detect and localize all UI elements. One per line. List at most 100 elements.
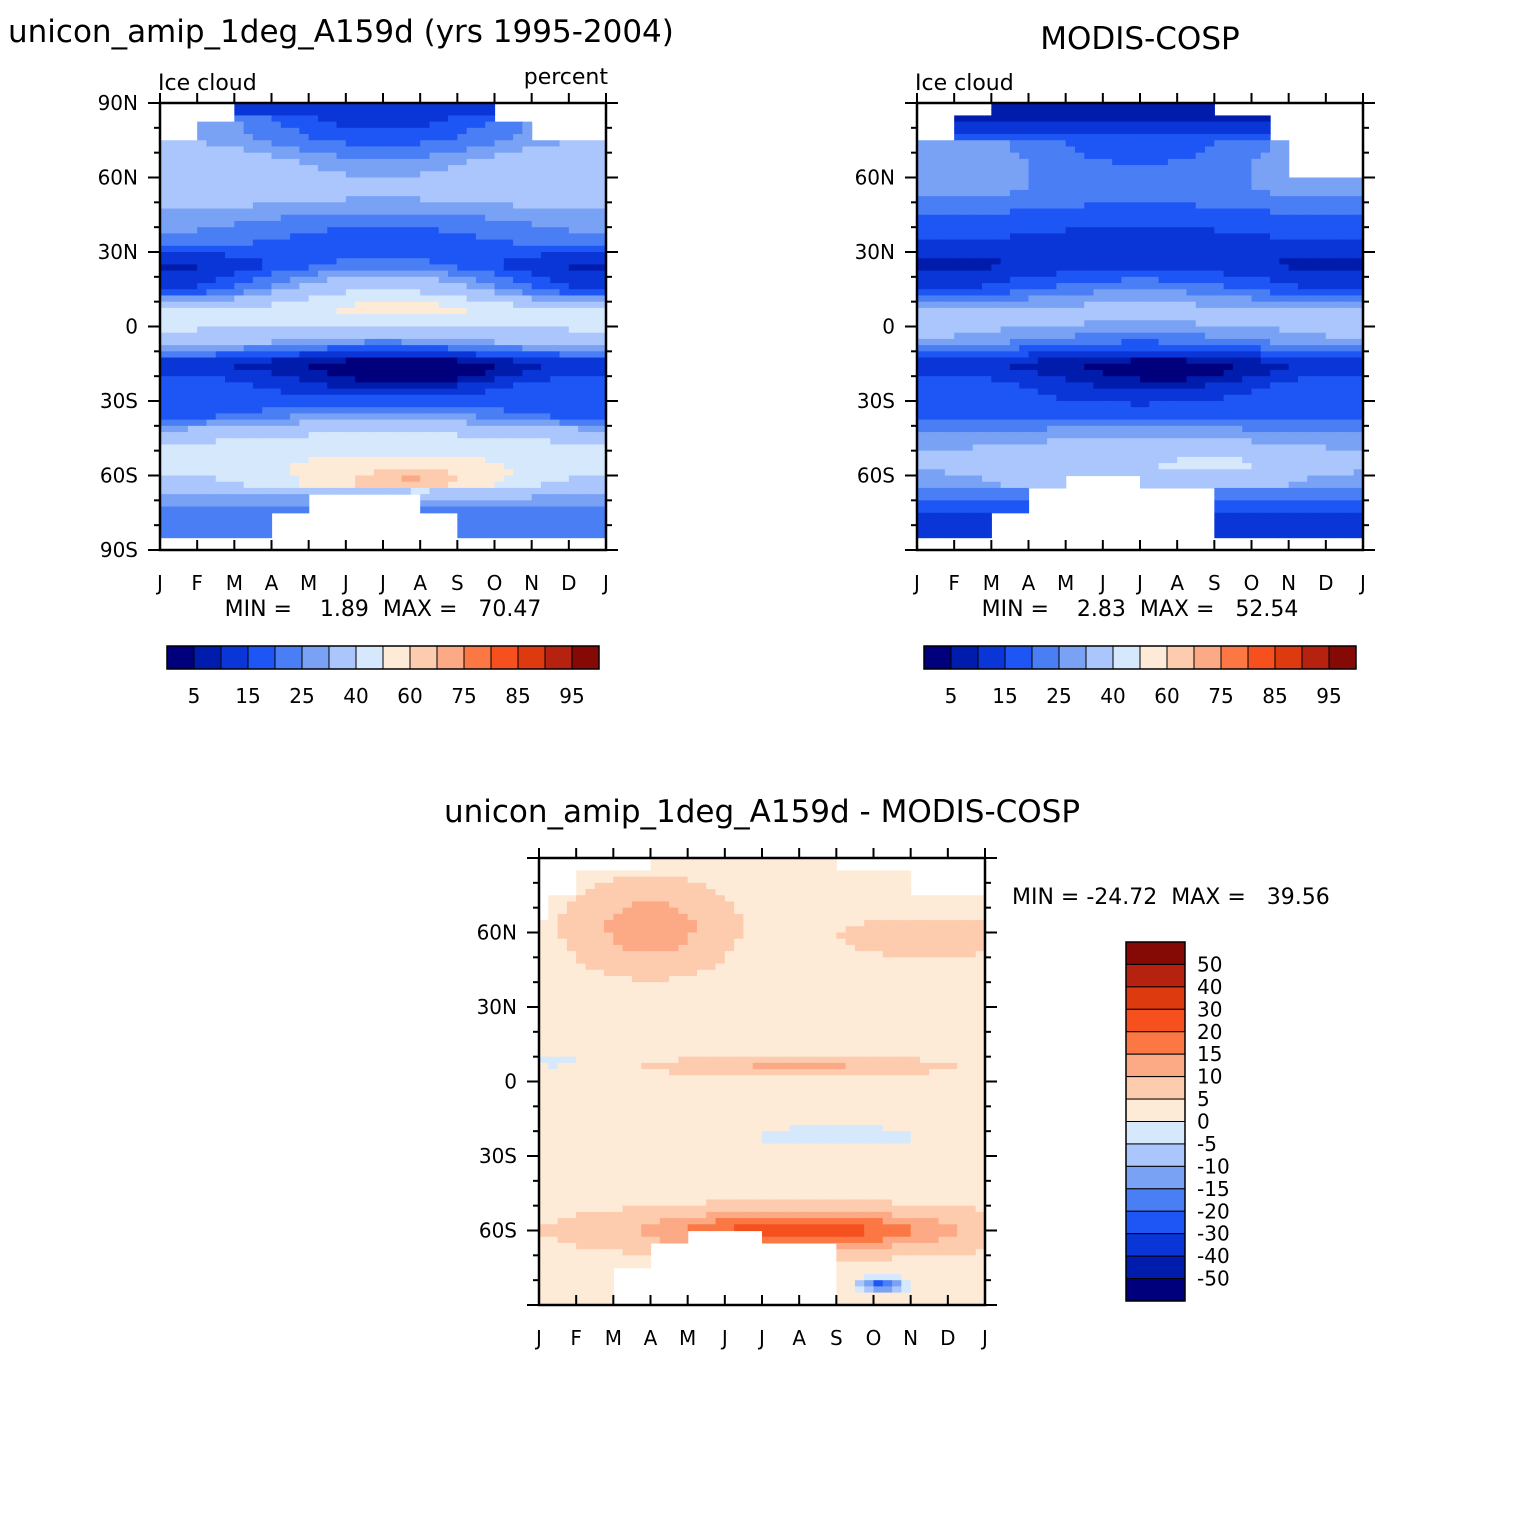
field-cell (522, 450, 533, 458)
field-cell (1130, 134, 1141, 141)
field-cell (457, 357, 468, 365)
field-cell (550, 338, 561, 346)
field-cell (466, 500, 477, 508)
field-cell (317, 407, 328, 415)
field-cell (197, 239, 208, 247)
field-cell (972, 183, 983, 191)
field-cell (513, 270, 523, 278)
field-cell (531, 382, 542, 390)
field-cell (991, 432, 1002, 439)
field-cell (178, 419, 189, 427)
field-cell (355, 177, 366, 185)
field-cell (1074, 214, 1085, 222)
field-cell (944, 512, 955, 520)
field-cell (234, 295, 245, 303)
field-cell (364, 425, 375, 433)
field-cell (243, 264, 254, 272)
field-cell (513, 326, 523, 334)
field-cell (234, 326, 245, 334)
field-cell (355, 388, 366, 396)
field-cell (1149, 177, 1160, 185)
field-cell (169, 369, 180, 377)
field-cell (345, 189, 356, 197)
field-cell (1093, 134, 1104, 141)
field-cell (1140, 245, 1150, 253)
field-cell (420, 407, 431, 415)
field-cell (568, 487, 579, 495)
field-cell (1047, 258, 1057, 266)
field-cell (1019, 227, 1030, 234)
field-cell (513, 245, 523, 253)
field-cell (308, 121, 319, 129)
field-cell (252, 295, 263, 303)
field-cell (383, 444, 393, 452)
field-cell (485, 338, 496, 346)
field-cell (1121, 276, 1132, 284)
field-cell (522, 158, 533, 166)
field-cell (420, 252, 431, 259)
field-cell (243, 295, 254, 303)
field-cell (1102, 214, 1113, 222)
field-cell (540, 227, 551, 234)
field-cell (1112, 283, 1123, 290)
field-cell (392, 146, 403, 154)
field-cell (1130, 165, 1141, 172)
field-cell (1065, 264, 1076, 272)
field-cell (1130, 183, 1141, 191)
field-cell (234, 494, 245, 501)
field-cell (1047, 233, 1057, 241)
field-cell (944, 258, 955, 266)
field-cell (503, 481, 514, 489)
field-cell (206, 270, 217, 278)
field-cell (503, 264, 514, 272)
field-cell (475, 314, 486, 321)
field-cell (513, 233, 523, 241)
field-cell (494, 140, 505, 148)
field-cell (308, 351, 319, 359)
field-cell (1149, 158, 1160, 166)
field-cell (327, 419, 338, 427)
field-cell (169, 456, 180, 464)
field-cell (494, 494, 505, 501)
field-cell (596, 227, 607, 234)
field-cell (944, 332, 955, 340)
field-cell (596, 276, 607, 284)
field-cell (327, 152, 338, 160)
field-cell (1074, 320, 1085, 328)
field-cell (262, 109, 273, 117)
field-cell (1121, 463, 1132, 470)
field-cell (290, 283, 300, 290)
field-cell (531, 506, 542, 514)
field-cell (963, 227, 974, 234)
field-cell (1084, 401, 1095, 408)
field-cell (522, 506, 533, 514)
field-cell (568, 258, 579, 266)
field-cell (234, 481, 245, 489)
field-cell (596, 233, 607, 241)
y-tick-label: 60N (98, 166, 138, 190)
field-cell (1102, 177, 1113, 185)
field-cell (1047, 146, 1057, 154)
field-cell (475, 432, 486, 439)
field-cell (373, 239, 384, 247)
field-cell (485, 233, 496, 241)
field-cell (466, 115, 477, 123)
field-cell (438, 146, 449, 154)
field-cell (917, 307, 927, 315)
field-cell (1149, 376, 1160, 383)
field-cell (972, 140, 983, 148)
field-cell (596, 531, 607, 539)
field-cell (401, 351, 412, 359)
field-cell (503, 307, 514, 315)
field-cell (187, 382, 198, 390)
field-cell (225, 475, 235, 483)
field-cell (243, 363, 254, 371)
field-cell (457, 444, 468, 452)
field-cell (494, 208, 505, 216)
field-cell (1093, 326, 1104, 334)
field-cell (308, 233, 319, 241)
field-cell (392, 425, 403, 433)
field-cell (503, 295, 514, 303)
field-cell (944, 252, 955, 259)
field-cell (317, 264, 328, 272)
